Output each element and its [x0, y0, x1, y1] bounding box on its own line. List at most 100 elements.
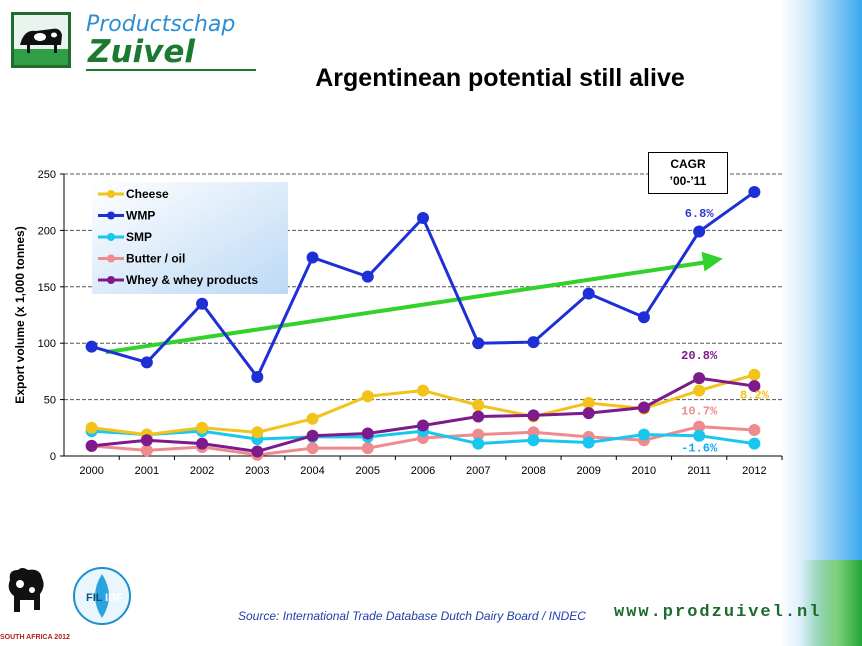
data-point — [196, 421, 209, 434]
cagr-annotation: 6.8% — [685, 207, 715, 221]
y-tick-label: 250 — [38, 169, 56, 181]
data-point — [748, 380, 761, 393]
data-point — [748, 437, 761, 450]
source-note: Source: International Trade Database Dut… — [238, 609, 586, 623]
data-point — [472, 410, 485, 423]
data-point — [748, 368, 761, 381]
cagr-annotation: 8.2% — [740, 388, 770, 402]
data-point — [472, 337, 485, 350]
data-point — [582, 287, 595, 300]
data-point — [693, 225, 706, 238]
data-point — [306, 429, 319, 442]
data-point — [637, 428, 650, 441]
data-point — [527, 434, 540, 447]
x-tick-label: 2001 — [135, 465, 159, 477]
cagr-period: ’00-’11 — [669, 174, 707, 188]
cow-logo-icon — [11, 12, 71, 68]
cagr-annotation: 20.8% — [681, 349, 718, 363]
x-tick-label: 2002 — [190, 465, 214, 477]
idf-text: IDF — [105, 592, 123, 604]
bottom-green-decoration — [800, 560, 862, 646]
data-point — [582, 436, 595, 449]
logo-text-zuivel: Zuivel — [88, 34, 196, 70]
data-point — [472, 428, 485, 441]
fil-text: FIL — [86, 592, 103, 604]
data-point — [251, 426, 264, 439]
data-point — [582, 407, 595, 420]
data-point — [693, 384, 706, 397]
data-point — [306, 442, 319, 455]
data-point — [85, 340, 98, 353]
x-tick-label: 2005 — [356, 465, 380, 477]
x-tick-label: 2008 — [521, 465, 545, 477]
data-point — [140, 444, 153, 457]
data-point — [306, 412, 319, 425]
website-link[interactable]: www.prodzuivel.nl — [614, 603, 822, 622]
data-point — [637, 401, 650, 414]
data-point — [140, 434, 153, 447]
export-volume-line-chart: 0 50 100 150 200 250 2000 2001 2002 2003 2004 2005 2… — [13, 169, 783, 477]
cagr-box: CAGR ’00-’11 — [648, 152, 728, 194]
x-tick-label: 2006 — [411, 465, 435, 477]
x-tick-label: 2000 — [79, 465, 103, 477]
x-tick-label: 2003 — [245, 465, 269, 477]
data-point — [417, 384, 429, 397]
data-point — [85, 439, 98, 452]
cagr-label: CAGR — [670, 157, 706, 171]
data-point — [306, 251, 319, 264]
y-tick-label: 200 — [38, 225, 56, 237]
legend-label: WMP — [126, 209, 155, 223]
data-point — [748, 186, 761, 199]
y-tick-label: 0 — [50, 451, 56, 463]
y-tick-label: 100 — [38, 338, 56, 350]
legend-label: SMP — [126, 230, 152, 244]
x-tick-label: 2009 — [576, 465, 600, 477]
data-point — [417, 211, 429, 224]
legend-label: Cheese — [126, 187, 169, 201]
cagr-annotation: 10.7% — [681, 404, 718, 418]
legend-swatch-marker — [107, 254, 115, 263]
legend-swatch-marker — [107, 276, 115, 284]
x-tick-label: 2012 — [742, 465, 766, 477]
data-point — [361, 390, 374, 403]
y-axis-title: Export volume (x 1,000 tonnes) — [13, 226, 27, 403]
data-point — [417, 419, 429, 432]
data-point — [361, 427, 374, 440]
cagr-annotation: -1.6% — [681, 441, 718, 455]
data-point — [472, 437, 485, 450]
trend-arrow-line — [105, 260, 708, 355]
legend-swatch-marker — [107, 233, 115, 241]
data-point — [251, 445, 264, 458]
data-point — [361, 270, 374, 283]
data-point — [582, 396, 595, 409]
data-point — [527, 336, 540, 349]
data-point — [693, 420, 706, 433]
data-point — [140, 356, 153, 369]
data-point — [693, 429, 706, 442]
data-point — [196, 437, 209, 450]
x-tick-label: 2007 — [466, 465, 490, 477]
trend-arrow-head — [701, 251, 723, 272]
side-gradient-decoration — [780, 0, 862, 646]
data-point — [85, 421, 98, 434]
fil-idf-logo-icon: FIL IDF — [73, 567, 131, 625]
x-tick-label: 2011 — [687, 465, 711, 477]
legend-swatch-marker — [107, 211, 115, 220]
data-point — [693, 372, 706, 385]
data-point — [748, 424, 761, 437]
south-africa-2012-text: SOUTH AFRICA 2012 — [0, 634, 70, 641]
x-tick-label: 2004 — [300, 465, 324, 477]
data-point — [637, 311, 650, 324]
legend-swatch-marker — [107, 190, 115, 198]
slide-title: Argentinean potential still alive — [315, 64, 685, 92]
data-point — [251, 371, 264, 384]
data-point — [472, 399, 485, 412]
legend-label: Whey & whey products — [126, 273, 258, 287]
x-tick-label: 2010 — [632, 465, 656, 477]
data-point — [361, 442, 374, 455]
data-point — [527, 409, 540, 422]
dairy-summit-cow-logo-icon: FIL IDF — [0, 560, 131, 637]
logo-underline — [86, 69, 256, 71]
logo-text-productschap: Productschap — [86, 12, 236, 37]
legend-box — [92, 182, 288, 294]
